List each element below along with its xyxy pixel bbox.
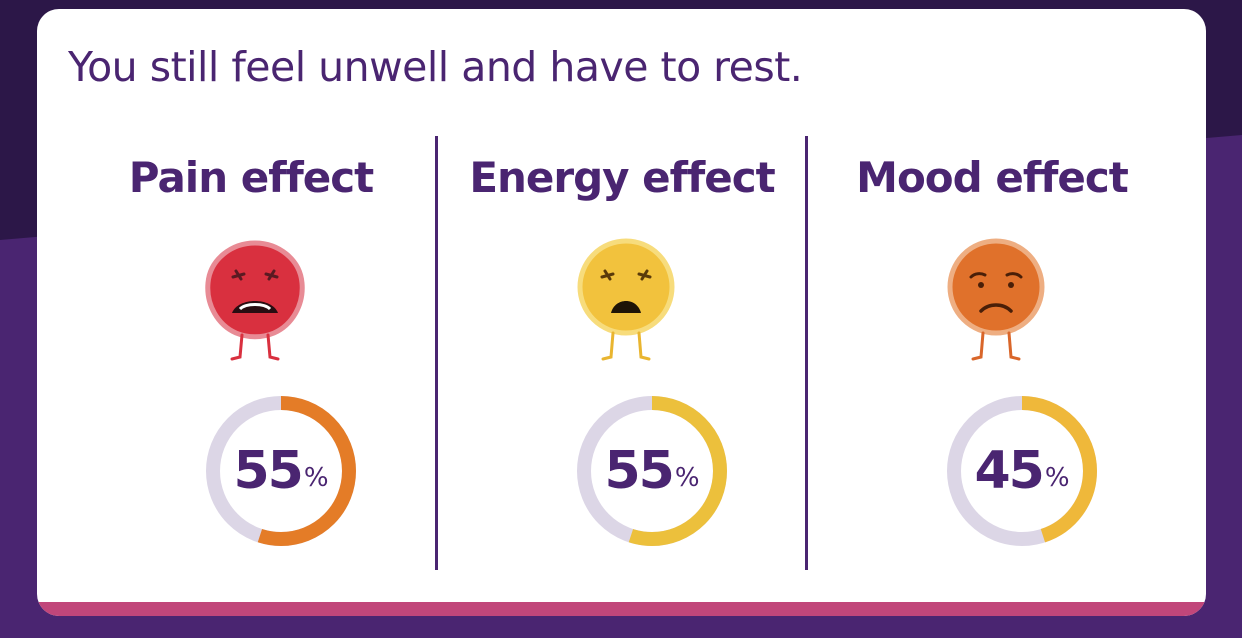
pain-progress-ring: 55% [203,393,359,549]
mood-effect-title: Mood effect [856,153,1129,202]
pain-percentage: 55% [203,393,359,549]
column-divider [435,136,438,570]
pain-effect-title: Pain effect [128,153,374,202]
red-pained-face-icon [205,240,305,361]
mood-effect-panel: Mood effect 45% [807,149,1177,569]
pain-percent-value: 55 [233,441,303,501]
energy-progress-ring: 55% [574,393,730,549]
pain-effect-panel: Pain effect 55% [66,149,436,569]
energy-percent-value: 55 [604,441,674,501]
mood-percent-value: 45 [974,441,1044,501]
percent-sign: % [303,463,329,493]
card-accent-bar [37,602,1206,616]
energy-effect-panel: Energy effect 55% [437,149,807,569]
orange-worried-face-icon [947,238,1045,361]
percent-sign: % [674,463,700,493]
column-divider [805,136,808,570]
mood-progress-ring: 45% [944,393,1100,549]
energy-effect-title: Energy effect [469,153,775,202]
mood-percentage: 45% [944,393,1100,549]
energy-percentage: 55% [574,393,730,549]
percent-sign: % [1044,463,1070,493]
headline: You still feel unwell and have to rest. [68,43,803,91]
effects-card: You still feel unwell and have to rest. … [37,9,1206,616]
yellow-sad-face-icon [577,238,675,361]
